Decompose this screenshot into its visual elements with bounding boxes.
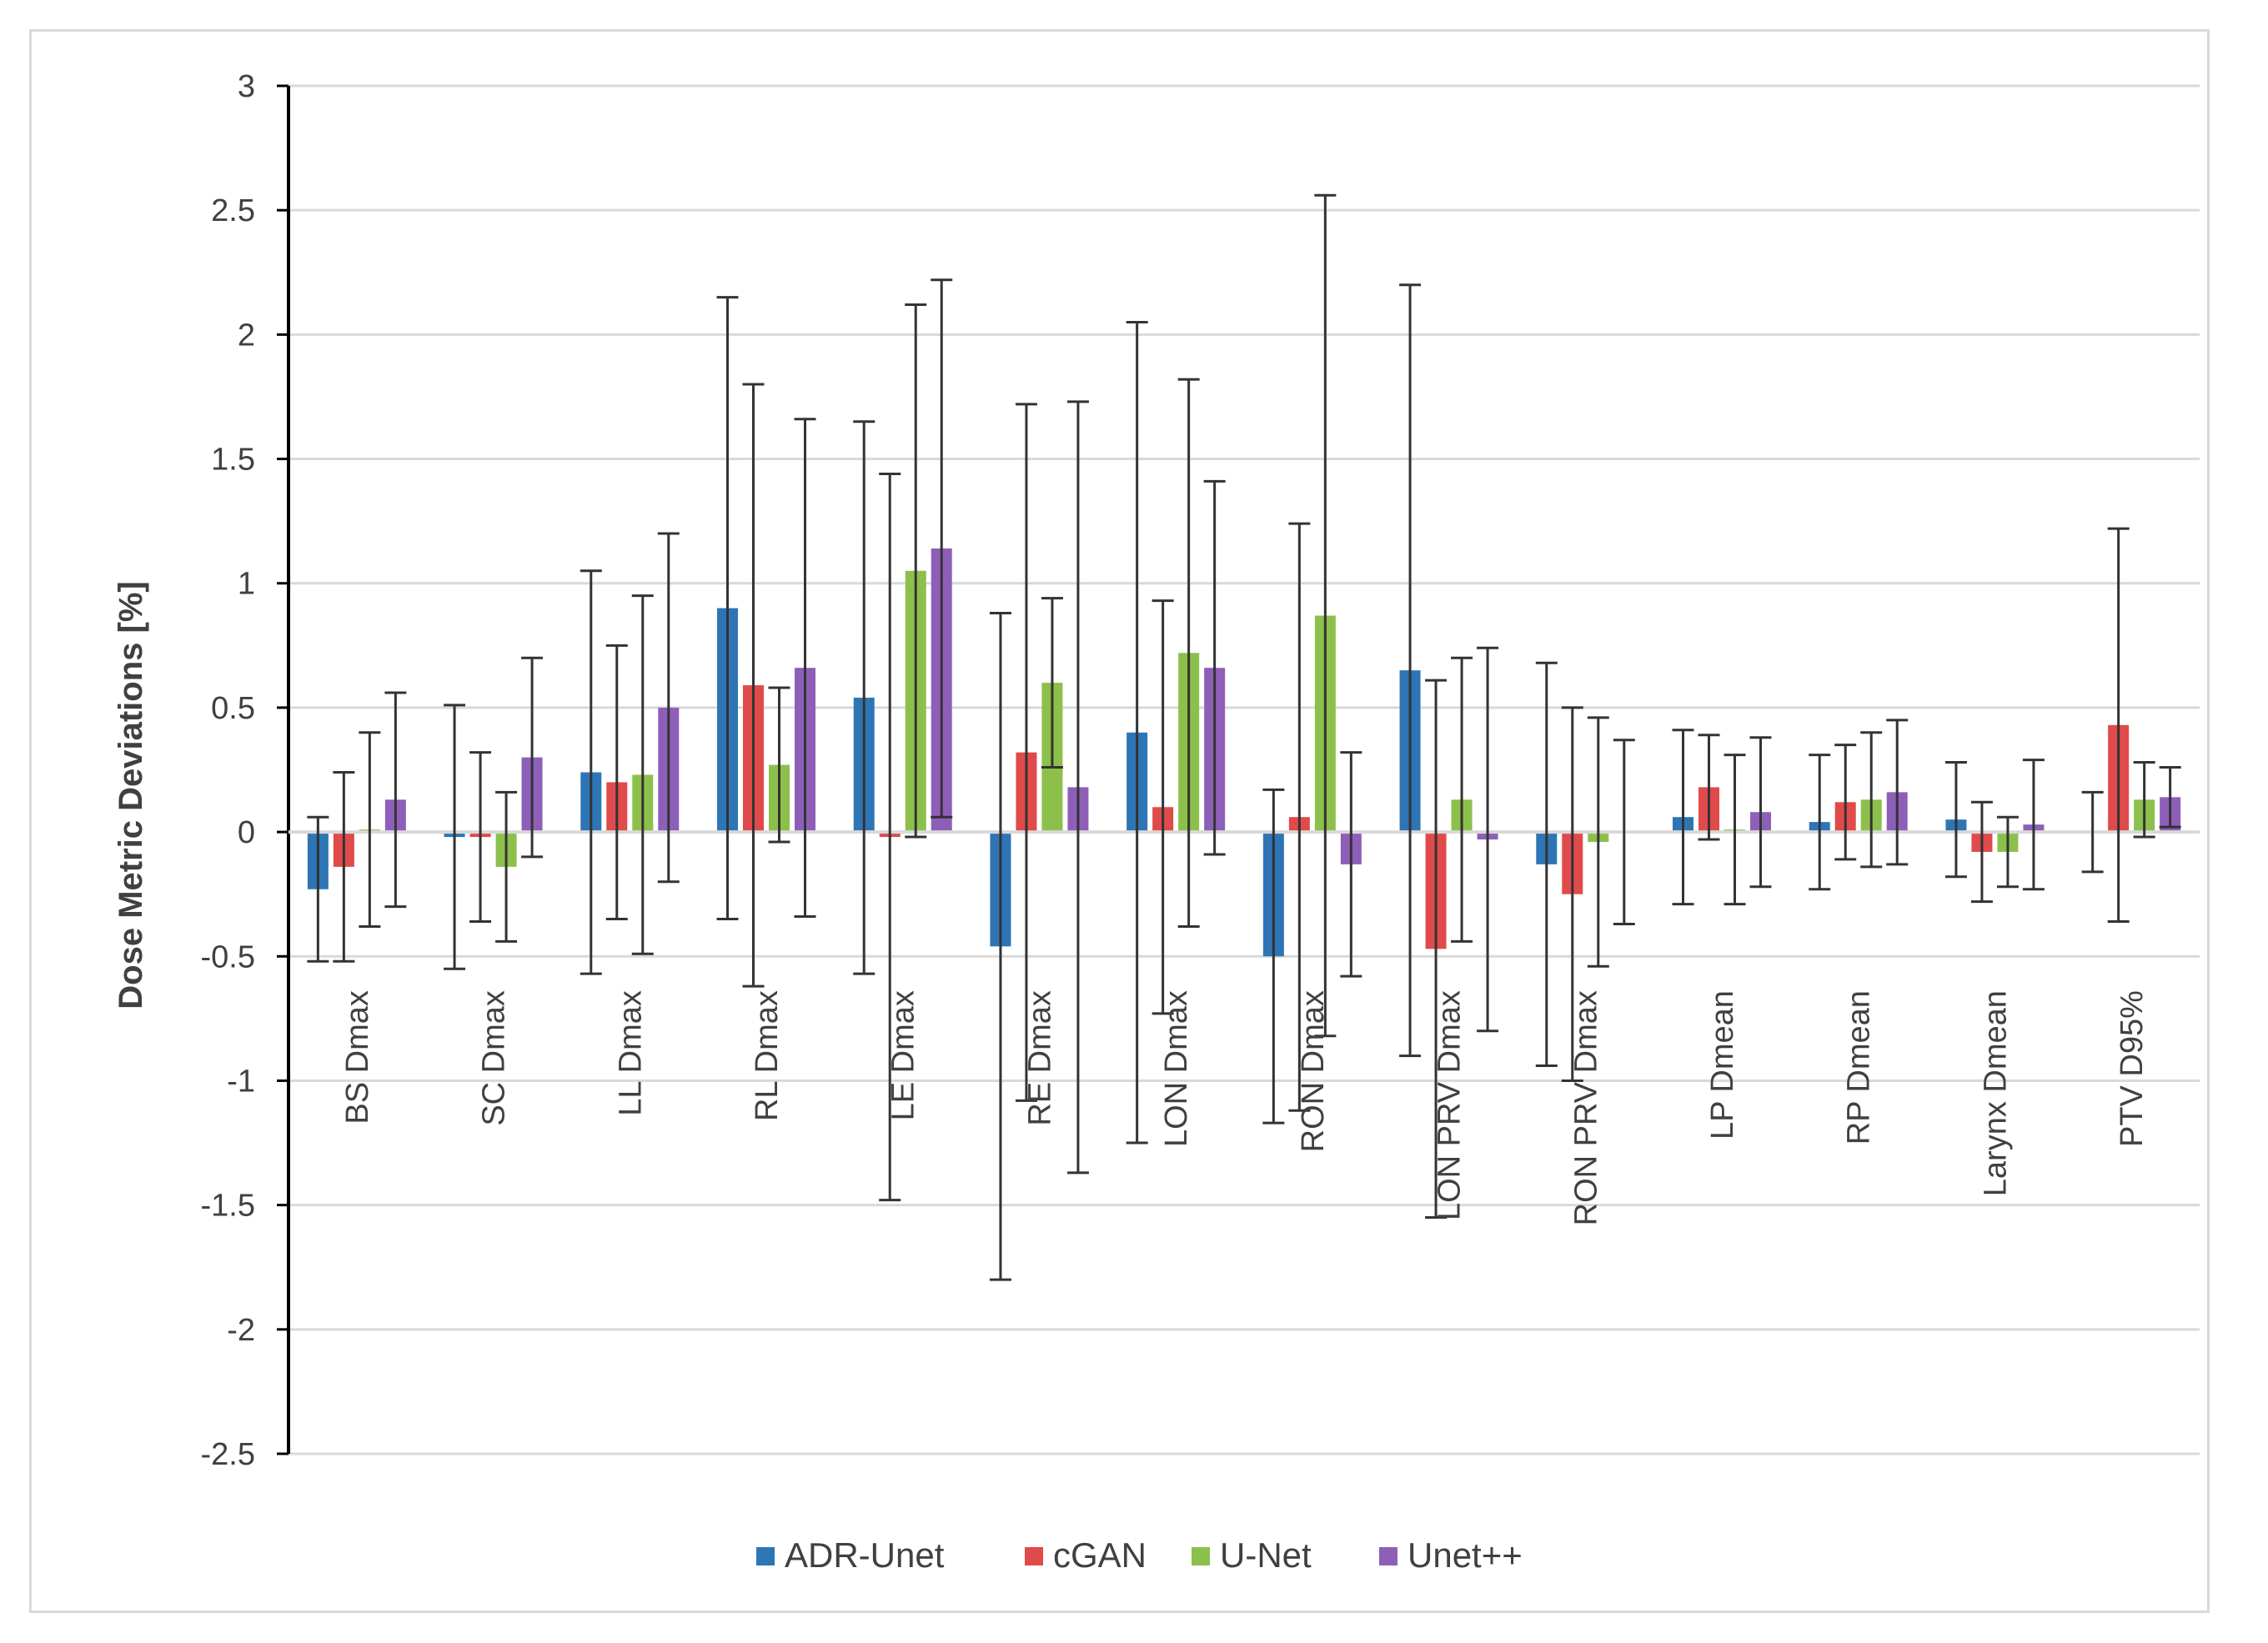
error-bars [307,193,2181,1281]
y-tick-label: 2 [238,318,255,353]
gridlines [289,84,2200,1455]
legend-swatch [756,1547,775,1565]
category-label: RON PRV Dmax [1568,990,1603,1225]
category-label: BS Dmax [340,990,375,1124]
category-label: RON Dmax [1296,990,1331,1152]
axes [277,84,2200,1455]
y-tick-label: -2 [227,1313,255,1348]
y-tick-label: -0.5 [201,939,255,974]
category-label: Larynx Dmean [1978,990,2013,1196]
y-tick-label: 2.5 [211,193,255,228]
category-label: LON Dmax [1159,990,1194,1147]
category-label: LON PRV Dmax [1433,990,1468,1220]
legend-swatch [1379,1547,1397,1565]
category-label: RL Dmax [750,990,785,1121]
category-label: PTV D95% [2115,990,2150,1147]
chart-frame: 3 2.5 2 1.5 1 0.5 0 -0.5 -1 -1.5 -2 -2.5 BS Dmax SC … [29,29,2210,1613]
legend-label: ADR-Unet [785,1535,945,1575]
y-axis-title: Dose Metric Deviations [%] [113,581,149,1009]
legend-item: Unet++ [1379,1535,1523,1575]
y-tick-label: -1.5 [201,1189,255,1224]
y-tick-label: -1 [227,1064,255,1099]
category-label: SC Dmax [477,990,512,1126]
legend-label: U-Net [1220,1535,1312,1575]
y-tick-label: 1.5 [211,443,255,478]
legend-item: U-Net [1192,1535,1312,1575]
chart-svg: 3 2.5 2 1.5 1 0.5 0 -0.5 -1 -1.5 -2 -2.5 BS Dmax SC … [113,69,2200,1575]
legend: ADR-Unet cGAN U-Net Unet++ [756,1535,1523,1575]
category-label: RP Dmean [1842,990,1877,1145]
legend-swatch [1192,1547,1210,1565]
y-tick-label: 0.5 [211,691,255,726]
category-label: LL Dmax [613,990,648,1116]
category-label: LP Dmean [1705,990,1740,1140]
bars [307,548,2181,957]
legend-item: cGAN [1025,1535,1147,1575]
category-labels: BS Dmax SC Dmax LL Dmax RL Dmax LE Dmax RE Dm… [340,990,2150,1225]
y-tick-label: 1 [238,567,255,602]
y-tick-label: 0 [238,815,255,850]
legend-label: cGAN [1053,1535,1147,1575]
y-tick-label: 3 [238,69,255,104]
legend-item: ADR-Unet [756,1535,945,1575]
y-tick-label: -2.5 [201,1437,255,1472]
category-label: RE Dmax [1022,990,1057,1126]
legend-swatch [1025,1547,1043,1565]
legend-label: Unet++ [1407,1535,1523,1575]
category-label: LE Dmax [886,990,921,1120]
y-tick-labels: 3 2.5 2 1.5 1 0.5 0 -0.5 -1 -1.5 -2 -2.5 [201,69,255,1472]
